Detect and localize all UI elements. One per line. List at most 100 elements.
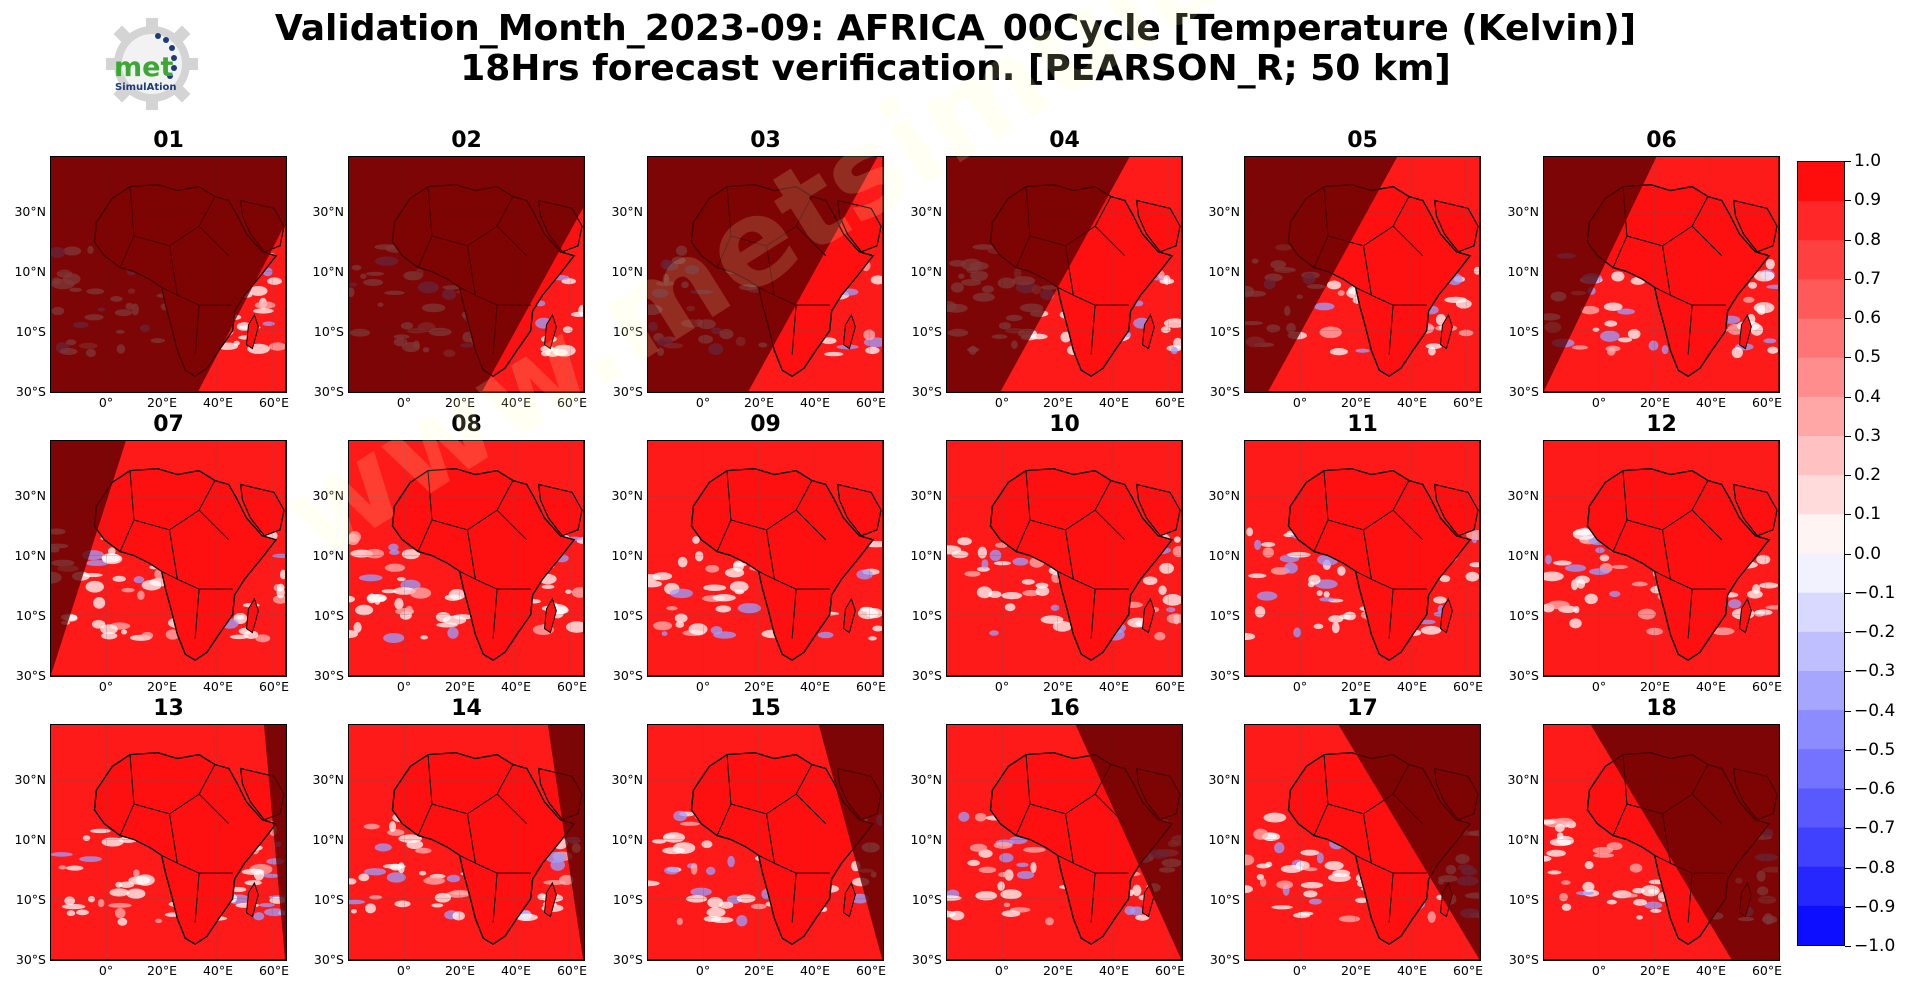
colorbar-step (1798, 357, 1844, 398)
correlation-map (348, 156, 585, 393)
lat-tick-label: 30°N (1507, 488, 1539, 503)
colorbar-step (1798, 279, 1844, 320)
panel-title: 14 (451, 696, 482, 721)
lon-tick-label: 40°E (799, 963, 831, 978)
lon-tick-label: 20°E (1639, 679, 1671, 694)
lon-tick-label: 40°E (202, 679, 234, 694)
lat-tick-label: 10°S (1209, 324, 1240, 339)
map-panel: 11 30°N 10°N 10°S 30°S 0° 20°E 40°E 60°E (1194, 412, 1494, 697)
lon-tick-label: 20°E (1042, 395, 1074, 410)
colorbar-tick-label: 0.8 (1854, 229, 1882, 250)
lat-tick-label: 30°N (910, 204, 942, 219)
lon-tick-label: 20°E (1042, 679, 1074, 694)
lon-tick-label: 0° (695, 963, 711, 978)
lat-tick-label: 10°N (910, 832, 942, 847)
map-panel: 09 30°N 10°N 10°S 30°S 0° 20°E 40°E 60°E (597, 412, 897, 697)
logo-sub-text: SimulAtion (115, 82, 177, 93)
lon-tick-label: 20°E (1639, 395, 1671, 410)
lon-tick-label: 60°E (855, 395, 887, 410)
colorbar-tick-mark (1845, 514, 1851, 516)
lon-tick-label: 60°E (855, 963, 887, 978)
lat-tick-label: 10°S (612, 892, 643, 907)
lon-tick-label: 60°E (1452, 963, 1484, 978)
correlation-map (1244, 724, 1481, 961)
colorbar-tick-mark (1845, 946, 1851, 947)
correlation-map (946, 724, 1183, 961)
colorbar-tick-mark (1845, 867, 1851, 869)
lon-tick-label: 60°E (1154, 679, 1186, 694)
lon-tick-label: 20°E (444, 963, 476, 978)
colorbar-tick-mark (1845, 435, 1851, 437)
colorbar-tick-label: 0.5 (1854, 347, 1882, 368)
lon-tick-label: 0° (396, 395, 412, 410)
panel-title: 02 (451, 128, 482, 153)
map-panel: 18 30°N 10°N 10°S 30°S 0° 20°E 40°E 60°E (1493, 696, 1793, 981)
lon-tick-label: 40°E (202, 963, 234, 978)
lat-tick-label: 10°N (611, 548, 643, 563)
correlation-map (50, 724, 287, 961)
panel-title: 12 (1646, 412, 1677, 437)
panel-title: 17 (1347, 696, 1378, 721)
colorbar-tick-mark (1845, 710, 1851, 712)
lon-tick-label: 0° (1591, 963, 1607, 978)
correlation-map (348, 440, 585, 677)
lat-tick-label: 30°N (611, 204, 643, 219)
lat-tick-label: 30°N (1208, 772, 1240, 787)
lat-tick-label: 10°N (312, 548, 344, 563)
panel-title: 16 (1049, 696, 1080, 721)
lat-tick-label: 30°N (611, 488, 643, 503)
colorbar-step (1798, 475, 1844, 515)
lat-tick-label: 30°S (1209, 668, 1240, 683)
colorbar-tick-label: 0.0 (1854, 543, 1882, 564)
lat-tick-label: 30°N (312, 772, 344, 787)
panel-title: 07 (153, 412, 184, 437)
lat-tick-label: 10°S (313, 324, 344, 339)
colorbar-step (1798, 318, 1844, 359)
lon-tick-label: 60°E (1154, 963, 1186, 978)
lon-tick-label: 40°E (1695, 679, 1727, 694)
lon-tick-label: 0° (994, 679, 1010, 694)
correlation-map (647, 724, 884, 961)
colorbar-step (1798, 201, 1844, 241)
lat-tick-label: 30°S (15, 952, 46, 967)
panel-title: 04 (1049, 128, 1080, 153)
lon-tick-label: 20°E (743, 395, 775, 410)
map-panel: 10 30°N 10°N 10°S 30°S 0° 20°E 40°E 60°E (896, 412, 1196, 697)
lon-tick-label: 40°E (1695, 395, 1727, 410)
lat-tick-label: 10°S (911, 324, 942, 339)
colorbar-tick-label: −0.7 (1854, 818, 1896, 839)
correlation-map (647, 440, 884, 677)
correlation-map (647, 156, 884, 393)
lat-tick-label: 10°S (1209, 892, 1240, 907)
correlation-map (1543, 440, 1780, 677)
lat-tick-label: 10°S (911, 608, 942, 623)
colorbar-tick-mark (1845, 828, 1851, 830)
lon-tick-label: 60°E (556, 395, 588, 410)
lat-tick-label: 10°N (1507, 832, 1539, 847)
map-panel: 16 30°N 10°N 10°S 30°S 0° 20°E 40°E 60°E (896, 696, 1196, 981)
map-panel: 05 30°N 10°N 10°S 30°S 0° 20°E 40°E 60°E (1194, 128, 1494, 413)
lon-tick-label: 0° (695, 679, 711, 694)
panel-title: 18 (1646, 696, 1677, 721)
lat-tick-label: 30°N (1507, 204, 1539, 219)
lat-tick-label: 10°S (15, 324, 46, 339)
lat-tick-label: 30°N (14, 488, 46, 503)
colorbar-tick-label: 0.9 (1854, 190, 1882, 211)
map-panel: 06 30°N 10°N 10°S 30°S 0° 20°E 40°E 60°E (1493, 128, 1793, 413)
colorbar-tick-label: 0.7 (1854, 268, 1882, 289)
lon-tick-label: 40°E (1098, 679, 1130, 694)
lat-tick-label: 10°S (1209, 608, 1240, 623)
lon-tick-label: 0° (1591, 679, 1607, 694)
colorbar-step (1798, 788, 1844, 829)
panel-title: 06 (1646, 128, 1677, 153)
lat-tick-label: 30°S (1209, 384, 1240, 399)
colorbar-tick-label: −0.1 (1854, 582, 1896, 603)
lat-tick-label: 30°S (612, 952, 643, 967)
lat-tick-label: 10°N (14, 264, 46, 279)
lon-tick-label: 0° (994, 963, 1010, 978)
correlation-map (50, 156, 287, 393)
map-panel: 12 30°N 10°N 10°S 30°S 0° 20°E 40°E 60°E (1493, 412, 1793, 697)
lat-tick-label: 30°S (911, 668, 942, 683)
lon-tick-label: 40°E (1098, 395, 1130, 410)
colorbar-step (1798, 905, 1844, 945)
